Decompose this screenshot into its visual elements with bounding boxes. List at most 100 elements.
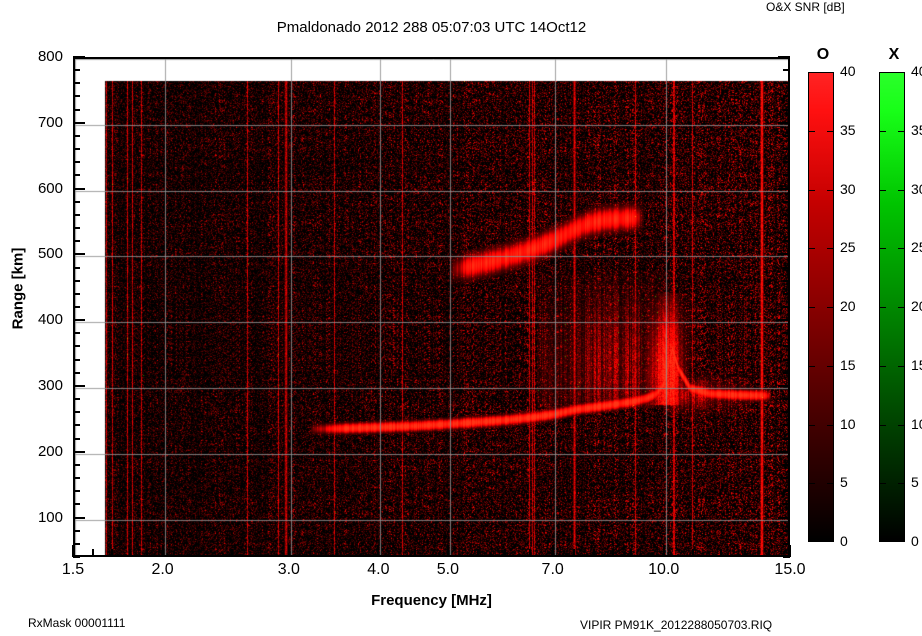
y-tick-minor xyxy=(783,200,790,203)
x-tick-label: 15.0 xyxy=(774,561,806,578)
colorbar-tick xyxy=(827,307,834,308)
colorbar-tick xyxy=(808,130,815,132)
y-tick-minor xyxy=(783,332,790,335)
colorbar-tick-label: 20 xyxy=(840,298,856,314)
x-tick-minor xyxy=(335,549,338,557)
colorbar-tick xyxy=(808,365,815,367)
y-tick-minor xyxy=(783,398,790,401)
y-tick-minor xyxy=(73,227,80,230)
y-tick-minor xyxy=(73,345,80,348)
colorbar-tick xyxy=(898,424,905,426)
y-tick-minor xyxy=(783,542,790,545)
colorbar-tick-label: 40 xyxy=(840,63,856,79)
y-tick-minor xyxy=(73,490,80,493)
x-tick-minor xyxy=(110,549,113,557)
y-tick-minor xyxy=(73,306,80,308)
y-tick-minor xyxy=(783,556,790,558)
y-tick-major xyxy=(778,450,790,453)
colorbar-tick xyxy=(879,365,886,367)
y-tick-major xyxy=(73,384,85,387)
y-tick-label: 700 xyxy=(37,113,63,131)
x-tick-minor xyxy=(612,549,615,557)
y-tick-minor xyxy=(73,358,80,361)
x-tick-minor xyxy=(593,549,596,557)
y-tick-minor xyxy=(783,358,790,361)
y-tick-minor xyxy=(783,529,790,532)
y-tick-minor xyxy=(73,437,80,440)
y-tick-major xyxy=(73,121,85,124)
y-tick-minor xyxy=(783,437,790,440)
y-tick-major xyxy=(778,187,790,190)
x-tick-minor xyxy=(719,549,722,557)
y-tick-major xyxy=(778,516,790,519)
x-tick-minor xyxy=(231,549,234,557)
y-tick-minor xyxy=(73,174,80,177)
y-tick-minor xyxy=(783,306,790,308)
y-tick-major xyxy=(778,253,790,256)
x-tick xyxy=(551,545,554,557)
y-tick-minor xyxy=(73,240,80,243)
y-tick-minor xyxy=(783,371,790,374)
colorbar-tick xyxy=(879,189,886,191)
colorbar-o-title: O xyxy=(816,46,830,63)
colorbar-tick xyxy=(827,365,834,367)
y-tick-minor xyxy=(783,161,790,164)
y-tick-minor xyxy=(73,148,80,151)
colorbar-tick xyxy=(879,307,886,308)
y-tick-minor xyxy=(73,134,80,137)
x-tick-minor xyxy=(692,549,695,557)
y-tick-major xyxy=(73,187,85,190)
colorbar-tick xyxy=(808,248,815,250)
colorbar-tick xyxy=(898,307,905,308)
y-tick-label: 800 xyxy=(37,48,63,65)
colorbar-tick xyxy=(808,307,815,308)
y-tick-minor xyxy=(73,463,80,466)
x-tick-minor xyxy=(145,549,148,557)
x-tick-minor xyxy=(744,549,747,557)
colorbar-tick-label: 0 xyxy=(911,533,919,549)
y-tick-minor xyxy=(73,477,80,480)
y-tick-minor xyxy=(783,148,790,151)
y-tick-label: 200 xyxy=(37,442,63,460)
x-tick-label: 3.0 xyxy=(277,561,300,578)
y-tick-minor xyxy=(73,332,80,335)
y-tick-minor xyxy=(73,542,80,545)
x-tick-label: 1.5 xyxy=(61,561,85,578)
y-tick-minor xyxy=(783,411,790,414)
y-tick-minor xyxy=(783,213,790,216)
x-tick-label: 5.0 xyxy=(436,561,460,578)
y-tick-label: 400 xyxy=(37,311,63,329)
x-tick xyxy=(662,545,665,557)
y-tick-minor xyxy=(783,463,790,466)
colorbar-tick xyxy=(808,483,815,485)
colorbar-tick-label: 10 xyxy=(911,415,922,432)
y-tick-minor xyxy=(783,279,790,282)
colorbar-tick-label: 35 xyxy=(840,121,856,138)
y-tick-label: 600 xyxy=(37,179,63,197)
colorbar-tick-label: 30 xyxy=(911,180,922,197)
y-tick-minor xyxy=(783,227,790,230)
ionogram-heatmap-canvas xyxy=(75,59,788,555)
colorbar-tick-label: 30 xyxy=(840,180,856,197)
x-tick-label: 4.0 xyxy=(367,561,390,578)
x-axis-title: Frequency [MHz] xyxy=(371,592,492,609)
y-tick-major xyxy=(778,56,790,58)
y-tick-minor xyxy=(783,95,790,98)
x-tick-minor xyxy=(573,549,576,557)
y-tick-major xyxy=(73,319,85,322)
y-tick-major xyxy=(778,384,790,387)
y-tick-label: 300 xyxy=(37,376,63,394)
snr-colorbar-title: O&X SNR [dB] xyxy=(766,0,845,14)
y-tick-minor xyxy=(73,200,80,203)
y-tick-minor xyxy=(783,345,790,348)
colorbar-tick xyxy=(898,248,905,250)
y-tick-minor xyxy=(783,266,790,269)
rxmask-label: RxMask 00001111 xyxy=(28,616,126,630)
colorbar-tick-label: 10 xyxy=(840,415,856,432)
colorbar-tick-label: 5 xyxy=(840,474,848,491)
y-tick-minor xyxy=(73,556,80,558)
page-title: Pmaldonado 2012 288 05:07:03 UTC 14Oct12 xyxy=(276,19,587,36)
y-tick-minor xyxy=(783,490,790,493)
y-tick-major xyxy=(73,516,85,519)
colorbar-tick-label: 15 xyxy=(840,356,856,373)
